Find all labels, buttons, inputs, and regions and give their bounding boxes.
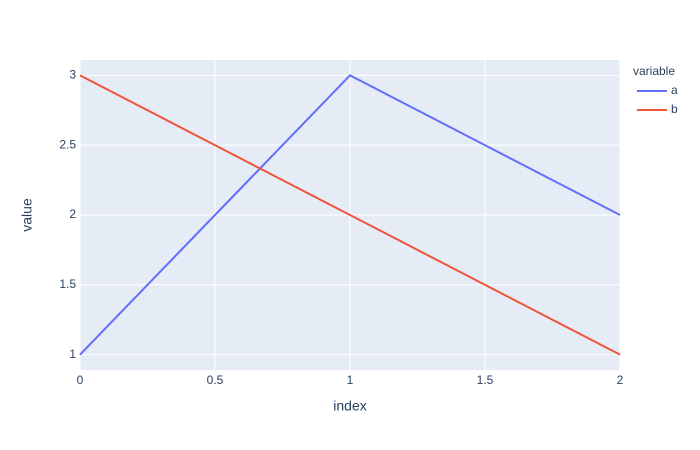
y-tick-label: 3 xyxy=(69,68,76,82)
y-axis-title: value xyxy=(19,198,35,232)
legend-label: b xyxy=(671,102,678,116)
y-tick-label: 1 xyxy=(69,347,76,361)
series-line xyxy=(79,74,621,356)
x-tick-label: 1.5 xyxy=(477,373,494,387)
y-tick-label: 2 xyxy=(69,207,76,221)
legend-label: a xyxy=(671,83,678,97)
y-tick-label: 2.5 xyxy=(59,137,76,151)
series-line xyxy=(79,74,621,356)
x-tick-label: 0 xyxy=(77,373,84,387)
x-tick-label: 2 xyxy=(617,373,624,387)
x-axis-title: index xyxy=(333,398,366,414)
y-tick-label: 1.5 xyxy=(59,277,76,291)
x-tick-label: 1 xyxy=(347,373,354,387)
x-tick-label: 0.5 xyxy=(207,373,224,387)
legend-title: variable xyxy=(633,64,675,78)
lines xyxy=(79,74,621,356)
